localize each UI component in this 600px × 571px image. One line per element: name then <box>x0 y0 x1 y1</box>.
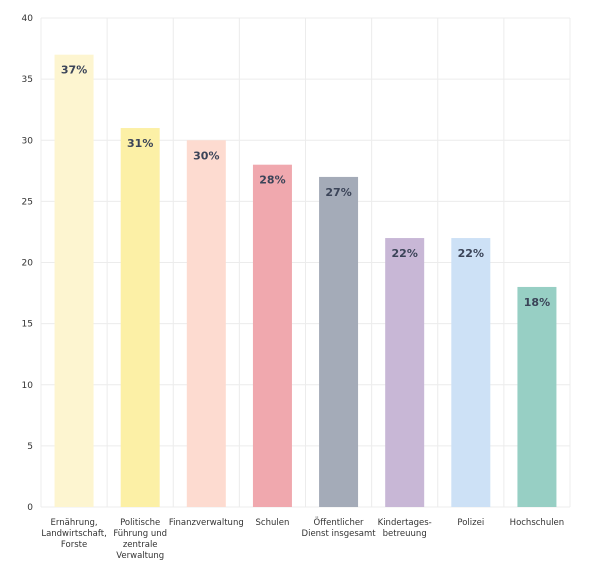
grid <box>40 17 571 508</box>
bars <box>54 54 557 508</box>
x-category-label: Hochschulen <box>510 518 565 528</box>
bar-value-label: 28% <box>259 174 285 187</box>
x-category-label: Schulen <box>256 518 290 528</box>
y-tick-label: 10 <box>22 381 34 391</box>
y-tick-label: 0 <box>27 503 33 513</box>
value-labels: 37% 31% 30% 28% 27% 22% 22% 18% <box>61 64 550 309</box>
x-category-label: Öffentlicher Dienst insgesamt <box>302 517 377 539</box>
bar-value-label: 37% <box>61 64 87 77</box>
y-tick-label: 35 <box>22 75 33 85</box>
bar-value-label: 31% <box>127 137 153 150</box>
y-axis: 0 5 10 15 20 25 30 35 40 <box>22 14 34 513</box>
y-tick-label: 20 <box>22 259 34 269</box>
bar <box>54 54 94 508</box>
x-axis: Ernährung, Landwirtschaft, ForstePolitisch… <box>41 517 564 561</box>
bar <box>186 140 226 507</box>
bar <box>385 238 425 508</box>
x-category-label: Finanzverwaltung <box>169 518 244 528</box>
bar-value-label: 27% <box>325 186 351 199</box>
y-tick-label: 40 <box>22 14 34 24</box>
y-tick-label: 25 <box>22 197 33 207</box>
bar-value-label: 22% <box>392 247 418 260</box>
bar <box>252 164 292 507</box>
bar-value-label: 30% <box>193 149 219 162</box>
bar-value-label: 18% <box>524 296 550 309</box>
x-category-label: Ernährung, Landwirtschaft, Forste <box>41 518 106 550</box>
bar <box>319 176 359 508</box>
bar <box>517 286 557 507</box>
y-tick-label: 15 <box>22 320 33 330</box>
x-category-label: Kindertages-betreuung <box>378 518 432 539</box>
x-category-label: Polizei <box>457 518 484 528</box>
bar <box>451 238 491 508</box>
y-tick-label: 30 <box>22 136 34 146</box>
x-category-label: Politische Führung und zentrale Verwaltung <box>113 518 167 561</box>
bar-value-label: 22% <box>458 247 484 260</box>
bar <box>120 128 160 507</box>
y-tick-label: 5 <box>27 442 33 452</box>
